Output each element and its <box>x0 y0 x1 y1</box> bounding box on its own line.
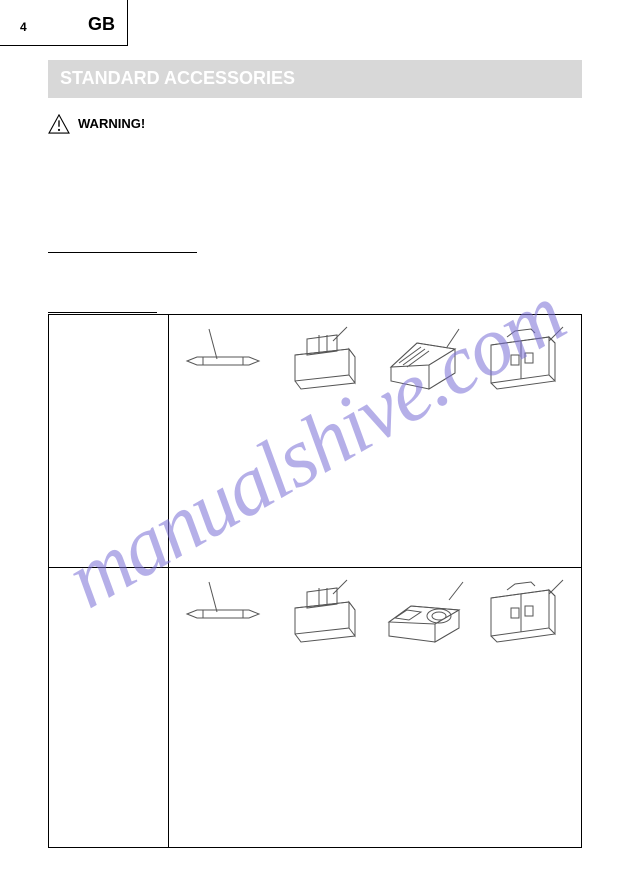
language-code: GB <box>88 14 115 35</box>
page-header-box: 4 GB <box>0 0 128 46</box>
case-icon <box>477 323 573 397</box>
table-row: CDI1803 (with Ni-Cd battery) Double ende… <box>49 567 581 847</box>
ordering-heading-2: purchased your tool. <box>48 296 157 313</box>
bit-icon <box>177 576 273 650</box>
model-cell: CDI1803M (with Ni-MH battery) <box>49 315 169 567</box>
model-cell: CDI1803 (with Ni-Cd battery) <box>49 568 169 847</box>
list-item: Battery (BPP-1817) (x2) (6300180000) <box>277 576 373 680</box>
list-item: Battery (BPP-1817M) (x2) (6300182000) <box>277 323 373 427</box>
list-item: Double ended bit (6300183000) <box>177 323 273 427</box>
item-partno: (6300183000) <box>177 669 273 680</box>
item-partno: (6840366000) <box>477 416 573 427</box>
item-caption: Battery (BPP-1817) <box>277 654 373 665</box>
list-item: Charger (BC-1800) (6300181000) <box>377 323 473 427</box>
item-caption: Double ended bit <box>177 654 273 665</box>
charger-icon <box>377 323 473 397</box>
warning-label: WARNING! <box>78 116 145 131</box>
warning-icon <box>48 114 70 134</box>
bit-icon <box>177 323 273 397</box>
items-cell: Double ended bit (6300183000) <box>169 315 581 567</box>
battery-icon <box>277 323 373 397</box>
charger-b-icon <box>377 576 473 650</box>
ordering-heading: Ordering replacement parts: <box>48 236 197 253</box>
item-partno: (6300183000) <box>177 416 273 427</box>
item-caption: Double ended bit <box>177 401 273 412</box>
model-sublabel: (with Ni-Cd battery) <box>57 593 160 608</box>
list-item: Carry case (6840366000) <box>477 323 573 427</box>
ordering-text: When ordering replacement parts, you sho… <box>48 254 582 294</box>
battery-icon <box>277 576 373 650</box>
list-item: Carry case (6840366000) <box>477 576 573 680</box>
item-partno: (x2) (6300182000) <box>277 416 373 427</box>
item-partno: (6300181000) <box>377 416 473 427</box>
items-cell: Double ended bit (6300183000) <box>169 568 581 847</box>
section-title: STANDARD ACCESSORIES <box>48 60 582 98</box>
item-partno: (x2) (6300180000) <box>277 669 373 680</box>
model-label: CDI1803 <box>57 578 160 593</box>
model-sublabel: (with Ni-MH battery) <box>57 340 160 355</box>
page-number: 4 <box>20 20 27 34</box>
item-caption: Carry case <box>477 654 573 665</box>
item-caption: Charger (BC-1800) <box>377 401 473 412</box>
item-caption: Carry case <box>477 401 573 412</box>
list-item: Double ended bit (6300183000) <box>177 576 273 680</box>
accessories-table: CDI1803M (with Ni-MH battery) Double end… <box>48 314 582 848</box>
item-caption: Charger (BC-1815-S) <box>377 654 473 665</box>
list-item: Charger (BC-1815-S) (6300179000) <box>377 576 473 680</box>
item-partno: (6300179000) <box>377 669 473 680</box>
warning-text: The use of any accessories other than th… <box>48 134 582 169</box>
item-partno: (6840366000) <box>477 669 573 680</box>
table-row: CDI1803M (with Ni-MH battery) Double end… <box>49 315 581 567</box>
model-label: CDI1803M <box>57 325 160 340</box>
case-icon <box>477 576 573 650</box>
item-caption: Battery (BPP-1817M) <box>277 401 373 412</box>
